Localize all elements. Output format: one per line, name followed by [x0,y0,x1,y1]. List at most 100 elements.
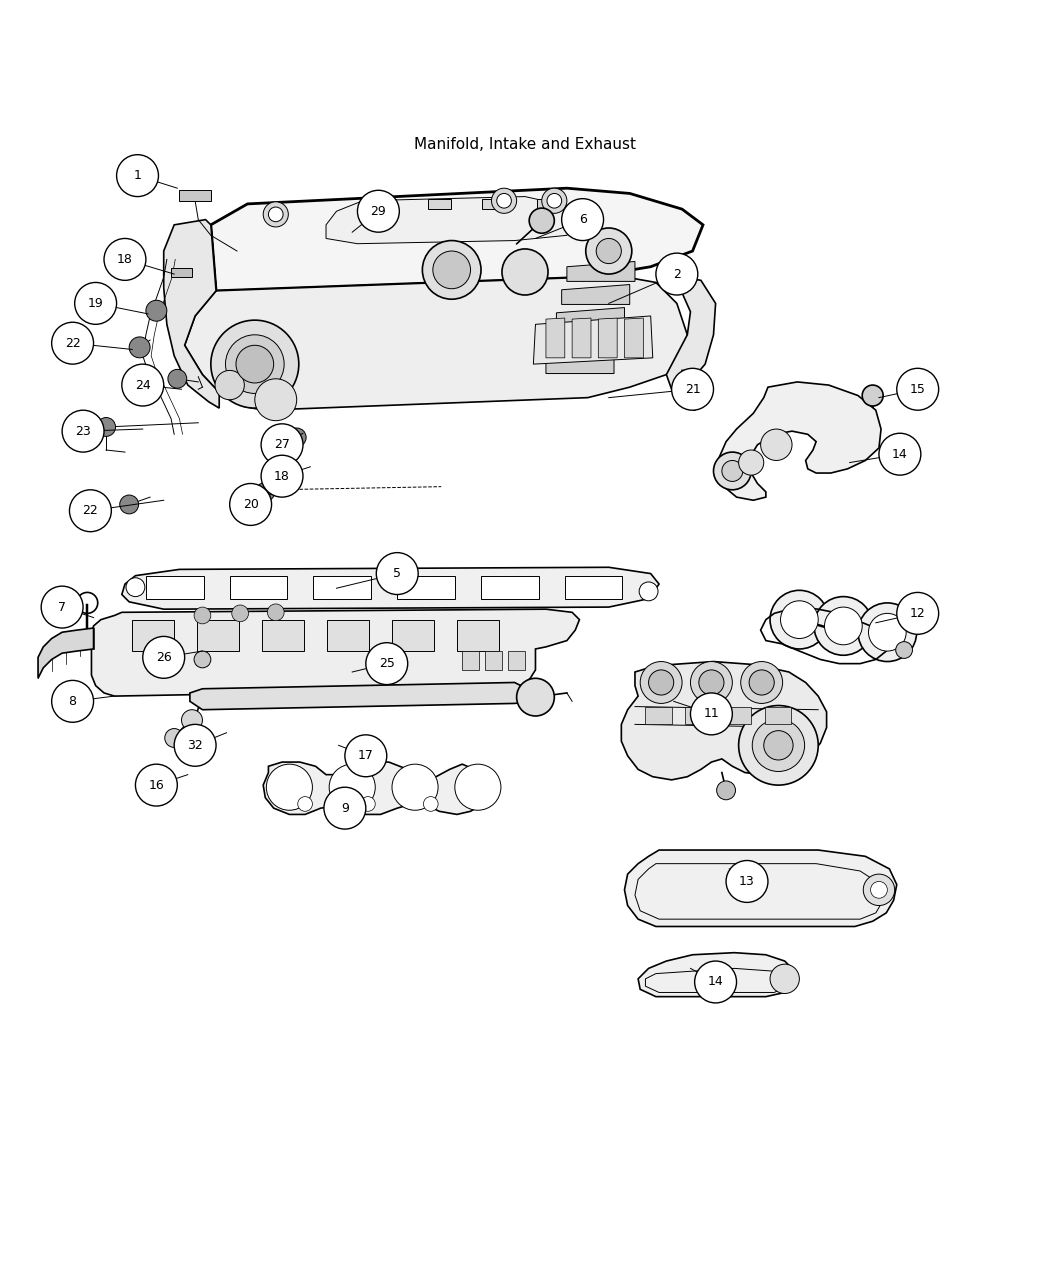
Circle shape [502,249,548,295]
Polygon shape [38,628,93,678]
Polygon shape [719,382,881,501]
Polygon shape [682,370,704,410]
Polygon shape [562,285,630,304]
Text: 17: 17 [358,750,374,762]
Circle shape [714,452,751,490]
Polygon shape [546,354,614,374]
Polygon shape [91,609,580,696]
Circle shape [182,710,203,730]
Polygon shape [457,619,499,651]
Circle shape [770,590,828,649]
Circle shape [596,239,622,263]
Polygon shape [551,331,620,350]
Text: 1: 1 [133,169,142,183]
Text: 11: 11 [704,707,719,720]
Polygon shape [572,318,591,358]
Circle shape [69,490,111,531]
Polygon shape [667,277,716,389]
Polygon shape [373,199,396,209]
Circle shape [858,603,917,661]
Polygon shape [164,220,219,409]
Polygon shape [565,576,623,599]
Circle shape [814,596,873,655]
Circle shape [542,188,567,213]
Circle shape [174,724,216,766]
Circle shape [760,429,792,461]
Polygon shape [625,850,897,927]
Polygon shape [146,576,204,599]
Polygon shape [314,576,371,599]
Circle shape [780,600,818,638]
Text: 27: 27 [274,438,290,451]
Circle shape [699,670,723,695]
Text: Manifold, Intake and Exhaust: Manifold, Intake and Exhaust [414,137,636,152]
Polygon shape [171,268,192,277]
Circle shape [752,719,804,771]
Circle shape [691,661,732,704]
Polygon shape [724,706,751,724]
Polygon shape [556,308,625,327]
Circle shape [868,613,906,651]
Circle shape [62,410,104,452]
Polygon shape [533,315,653,364]
Text: 25: 25 [379,658,395,670]
Polygon shape [482,199,505,209]
Polygon shape [646,706,672,724]
Circle shape [75,282,117,324]
Circle shape [423,797,438,811]
Circle shape [230,484,272,525]
Polygon shape [230,576,288,599]
Polygon shape [282,471,300,479]
Circle shape [738,450,763,475]
Text: 5: 5 [394,567,401,580]
Circle shape [455,764,501,810]
Circle shape [344,734,386,776]
Text: 22: 22 [65,337,81,350]
Circle shape [529,208,554,234]
Circle shape [672,368,714,410]
Circle shape [298,797,313,811]
Polygon shape [185,225,688,410]
Polygon shape [397,576,455,599]
Circle shape [897,593,939,635]
Text: 22: 22 [83,504,99,517]
Circle shape [656,253,698,295]
Circle shape [726,861,768,903]
Text: 16: 16 [148,779,164,792]
Polygon shape [686,706,712,724]
Circle shape [261,424,303,466]
Circle shape [135,764,177,806]
Polygon shape [327,197,578,244]
Circle shape [268,604,285,621]
Circle shape [122,364,164,406]
Polygon shape [211,188,704,291]
Circle shape [640,661,682,704]
Circle shape [433,252,470,289]
Circle shape [264,202,289,227]
Text: 18: 18 [274,470,290,483]
Circle shape [863,875,895,905]
Polygon shape [485,651,502,670]
Polygon shape [462,651,479,670]
Polygon shape [122,567,659,609]
Circle shape [329,764,375,810]
Polygon shape [598,318,617,358]
Polygon shape [262,619,304,651]
Polygon shape [625,318,644,358]
Circle shape [104,239,146,281]
Circle shape [360,797,375,811]
Circle shape [165,729,184,747]
Text: 6: 6 [579,213,587,226]
Polygon shape [764,706,791,724]
Circle shape [269,207,284,222]
Circle shape [126,577,145,596]
Circle shape [695,962,736,1002]
Text: 32: 32 [187,739,203,752]
Text: 12: 12 [910,607,926,619]
Text: 18: 18 [117,253,133,266]
Text: 21: 21 [685,383,700,396]
Circle shape [168,369,187,388]
Circle shape [236,345,274,383]
Circle shape [51,681,93,723]
Text: 15: 15 [909,383,926,396]
